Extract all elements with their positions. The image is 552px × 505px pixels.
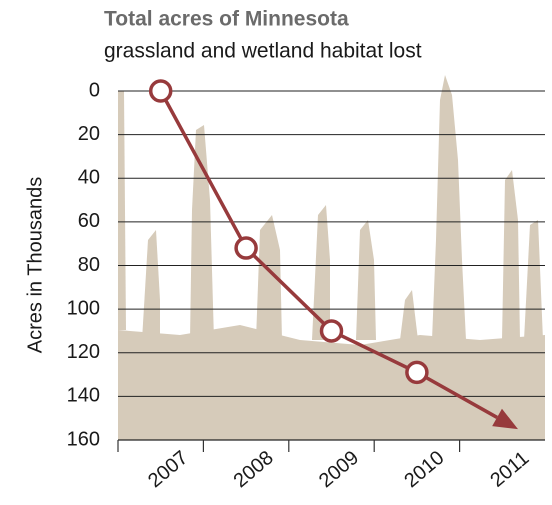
x-tick-label: 2008	[230, 447, 278, 492]
y-tick-label: 20	[78, 123, 100, 145]
y-tick-label: 140	[67, 385, 100, 407]
y-axis-label: Acres in Thousands	[24, 177, 46, 353]
x-tick-label: 2010	[400, 447, 448, 492]
chart-subtitle: grassland and wetland habitat lost	[104, 40, 422, 63]
arrowhead	[492, 408, 518, 430]
y-tick-label: 160	[67, 428, 100, 450]
data-point	[234, 236, 258, 260]
y-tick-label: 100	[67, 297, 100, 319]
data-point	[405, 360, 429, 385]
x-tick-label: 2009	[315, 447, 363, 492]
y-tick-label: 0	[89, 79, 100, 101]
y-tick-label: 40	[78, 167, 100, 189]
data-point	[148, 79, 173, 103]
y-tick-label: 80	[78, 254, 100, 276]
x-tick-label: 2007	[144, 447, 192, 492]
y-tick-label: 60	[78, 210, 100, 232]
chart-title: Total acres of Minnesota	[104, 8, 349, 31]
y-tick-label: 120	[67, 341, 100, 363]
x-tick-label: 2011	[486, 447, 533, 492]
background-grass	[118, 75, 545, 440]
data-point	[319, 319, 344, 343]
